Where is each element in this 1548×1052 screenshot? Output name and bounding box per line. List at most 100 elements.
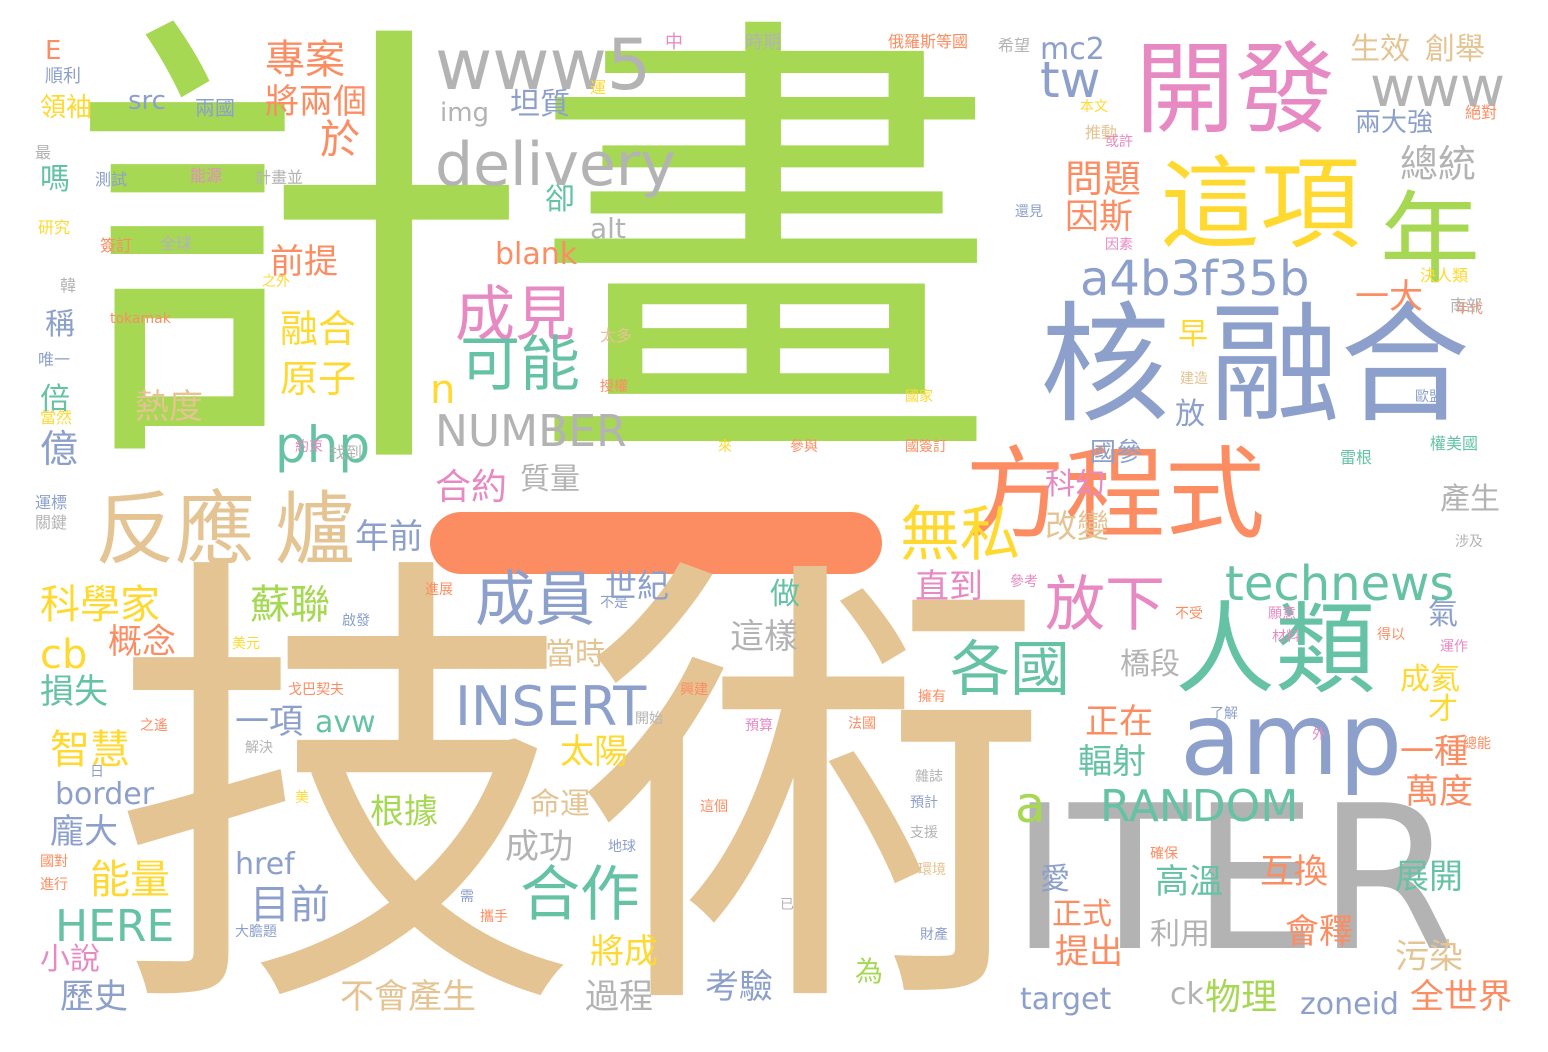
- cloud-word: 來: [718, 439, 732, 455]
- cloud-word: 年前: [355, 517, 423, 557]
- cloud-word: 順利: [45, 66, 81, 87]
- cloud-word: 將兩個: [265, 82, 367, 122]
- cloud-word: INSERT: [455, 675, 647, 738]
- cloud-word: 這樣: [730, 617, 798, 657]
- cloud-word: 能量: [90, 857, 170, 903]
- cloud-word: 卻: [545, 182, 575, 217]
- cloud-word: 目前: [250, 882, 330, 928]
- cloud-word: 龐大: [50, 812, 118, 852]
- cloud-word: 產生: [1440, 482, 1500, 517]
- orange-dash-mark: [430, 512, 882, 574]
- cloud-word: 物理: [1205, 977, 1278, 1018]
- cloud-word: 倍: [40, 382, 70, 417]
- cloud-word: 本文: [1080, 99, 1108, 115]
- cloud-word: 簽訂: [100, 236, 133, 255]
- cloud-word: 計畫: [60, 0, 1000, 528]
- cloud-word: 測試: [95, 170, 128, 189]
- cloud-word: 或許: [1105, 134, 1133, 150]
- cloud-word: 開發: [1135, 31, 1335, 148]
- cloud-word: 啟發: [342, 613, 370, 629]
- cloud-word: 韓: [60, 276, 77, 295]
- cloud-word: 損失: [40, 672, 108, 712]
- cloud-word: 蘇聯: [250, 582, 330, 628]
- cloud-word: blank: [495, 237, 578, 272]
- cloud-word: 反應: [95, 483, 255, 576]
- cloud-word: 權美國: [1430, 434, 1479, 453]
- cloud-word: n: [430, 367, 456, 413]
- cloud-word: 創舉: [1425, 32, 1485, 67]
- cloud-word: 南部: [1450, 296, 1483, 315]
- cloud-word: 全世界: [1410, 977, 1512, 1017]
- cloud-word: 正式: [1052, 897, 1112, 932]
- cloud-word: 概念: [108, 622, 176, 662]
- cloud-word: 預算: [745, 718, 773, 734]
- cloud-word: E: [45, 36, 62, 66]
- cloud-word: 建造: [1180, 371, 1208, 387]
- cloud-word: 總能: [1463, 736, 1491, 752]
- cloud-word: 成見: [455, 280, 575, 350]
- cloud-word: 各國: [950, 635, 1070, 705]
- cloud-word: 當然: [40, 408, 73, 427]
- cloud-word: 萬度: [1405, 772, 1473, 812]
- cloud-word: 橋段: [1120, 647, 1180, 682]
- cloud-word: 歷史: [60, 977, 128, 1017]
- cloud-word: href: [235, 847, 295, 882]
- cloud-word: 得以: [1377, 627, 1405, 643]
- cloud-word: 小說: [40, 942, 100, 977]
- cloud-word: avw: [315, 705, 376, 740]
- cloud-word: 大膽題: [235, 924, 277, 940]
- cloud-word: 因斯: [1065, 197, 1133, 237]
- cloud-word: 計畫並: [255, 168, 304, 187]
- cloud-word: 合作: [520, 860, 640, 930]
- cloud-word: 進展: [425, 582, 453, 598]
- cloud-word: ITER: [1010, 763, 1457, 996]
- cloud-word: 已: [780, 897, 794, 913]
- cloud-word: 利用: [1150, 917, 1210, 952]
- cloud-word: img: [440, 98, 490, 128]
- cloud-word: ck: [1170, 977, 1204, 1012]
- cloud-word: 放: [1175, 397, 1205, 432]
- cloud-word: 科幻: [1045, 467, 1105, 502]
- cloud-word: 生效: [1350, 32, 1410, 67]
- cloud-word: 涉及: [1455, 534, 1483, 550]
- cloud-word: 需: [460, 889, 474, 905]
- cloud-word: 坦質: [510, 87, 570, 122]
- cloud-word: 找到: [330, 443, 363, 462]
- cloud-word: 雷根: [1340, 448, 1373, 467]
- cloud-word: 最: [35, 143, 52, 162]
- cloud-word: 絕對: [1465, 103, 1498, 122]
- cloud-word: 融合: [280, 307, 357, 351]
- cloud-word: 嗎: [40, 162, 70, 197]
- cloud-word: 戈巴契夫: [288, 682, 344, 698]
- cloud-word: 不會產生: [340, 977, 476, 1017]
- cloud-word: 無私: [900, 500, 1020, 570]
- cloud-word: 早: [1178, 317, 1208, 352]
- cloud-word: 美: [295, 790, 309, 806]
- cloud-word: 美元: [232, 636, 260, 652]
- cloud-word: 希望: [998, 36, 1031, 55]
- cloud-word: 合約: [435, 467, 508, 508]
- cloud-word: www: [1370, 55, 1505, 119]
- cloud-word: 法國: [848, 716, 876, 732]
- cloud-word: 提出: [1055, 932, 1123, 972]
- cloud-word: 支援: [910, 825, 938, 841]
- cloud-word: 開始: [635, 711, 663, 727]
- cloud-word: target: [1020, 982, 1112, 1017]
- cloud-word: 世紀: [605, 567, 670, 605]
- cloud-word: 雜誌: [915, 769, 943, 785]
- cloud-word: 俄羅斯等國: [888, 32, 969, 51]
- cloud-word: 還見: [1015, 204, 1043, 220]
- cloud-word: 運標: [35, 493, 68, 512]
- cloud-word: tw: [1040, 51, 1101, 109]
- cloud-word: 領袖: [40, 93, 93, 123]
- cloud-word: 爐: [275, 483, 355, 576]
- cloud-word: 總統: [1400, 142, 1477, 186]
- cloud-word: tokamak: [110, 311, 171, 327]
- cloud-word: 興建: [680, 682, 708, 698]
- cloud-word: 太多: [600, 326, 633, 345]
- cloud-word: src: [128, 86, 166, 116]
- cloud-word: RANDOM: [1100, 781, 1299, 832]
- cloud-word: 材料: [1272, 629, 1300, 645]
- cloud-word: 科學家: [40, 582, 160, 628]
